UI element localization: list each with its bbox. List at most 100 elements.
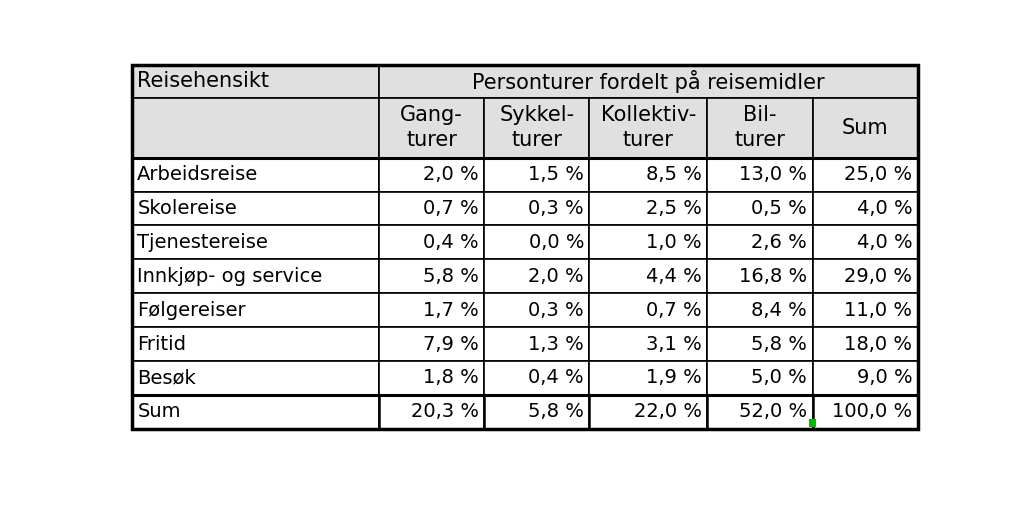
Text: 8,4 %: 8,4 % <box>752 301 807 319</box>
Text: 11,0 %: 11,0 % <box>845 301 912 319</box>
Text: 0,3 %: 0,3 % <box>528 301 584 319</box>
Text: 5,0 %: 5,0 % <box>752 369 807 388</box>
Bar <box>812 361 918 395</box>
Text: 9,0 %: 9,0 % <box>857 369 912 388</box>
Bar <box>590 98 708 158</box>
Text: 2,5 %: 2,5 % <box>646 199 701 218</box>
Text: Tjenestereise: Tjenestereise <box>137 233 268 252</box>
Text: 2,0 %: 2,0 % <box>528 267 584 286</box>
Text: Innkjøp- og service: Innkjøp- og service <box>137 267 323 286</box>
Bar <box>132 191 379 225</box>
Bar <box>132 327 379 361</box>
Text: 25,0 %: 25,0 % <box>844 165 912 184</box>
Text: Kollektiv-
turer: Kollektiv- turer <box>601 105 696 150</box>
Bar <box>484 260 590 293</box>
Text: Arbeidsreise: Arbeidsreise <box>137 165 258 184</box>
Bar <box>132 158 379 191</box>
Bar <box>379 395 484 429</box>
Bar <box>708 395 812 429</box>
Bar <box>708 225 812 260</box>
Text: 7,9 %: 7,9 % <box>423 334 479 353</box>
Text: Gang-
turer: Gang- turer <box>400 105 463 150</box>
Bar <box>484 361 590 395</box>
Bar <box>484 225 590 260</box>
Bar <box>708 260 812 293</box>
Bar <box>590 395 708 429</box>
Text: 2,6 %: 2,6 % <box>752 233 807 252</box>
Bar <box>590 293 708 327</box>
Text: 5,8 %: 5,8 % <box>752 334 807 353</box>
Bar <box>484 395 590 429</box>
Bar <box>812 158 918 191</box>
Bar <box>708 293 812 327</box>
Bar <box>708 191 812 225</box>
Bar <box>708 98 812 158</box>
Text: 1,8 %: 1,8 % <box>423 369 479 388</box>
Text: 1,9 %: 1,9 % <box>646 369 701 388</box>
Text: Sum: Sum <box>842 118 889 138</box>
Text: 0,4 %: 0,4 % <box>423 233 479 252</box>
Bar <box>484 158 590 191</box>
Bar <box>484 293 590 327</box>
Text: 0,7 %: 0,7 % <box>646 301 701 319</box>
Text: Sykkel-
turer: Sykkel- turer <box>500 105 574 150</box>
Text: 20,3 %: 20,3 % <box>411 402 479 421</box>
Text: 5,8 %: 5,8 % <box>528 402 584 421</box>
Text: 18,0 %: 18,0 % <box>845 334 912 353</box>
Bar <box>132 260 379 293</box>
Bar <box>379 191 484 225</box>
Text: Besøk: Besøk <box>137 369 196 388</box>
Text: 0,0 %: 0,0 % <box>528 233 584 252</box>
Bar <box>484 98 590 158</box>
Text: 1,0 %: 1,0 % <box>646 233 701 252</box>
Bar <box>809 419 816 427</box>
Text: Bil-
turer: Bil- turer <box>734 105 785 150</box>
Text: 0,3 %: 0,3 % <box>528 199 584 218</box>
Bar <box>379 158 484 191</box>
Bar <box>484 327 590 361</box>
Text: 8,5 %: 8,5 % <box>646 165 701 184</box>
Bar <box>812 191 918 225</box>
Text: 13,0 %: 13,0 % <box>739 165 807 184</box>
Bar <box>590 158 708 191</box>
Bar <box>379 225 484 260</box>
Text: 100,0 %: 100,0 % <box>833 402 912 421</box>
Bar <box>812 395 918 429</box>
Text: 4,0 %: 4,0 % <box>857 233 912 252</box>
Text: 2,0 %: 2,0 % <box>423 165 479 184</box>
Bar <box>590 225 708 260</box>
Bar <box>812 327 918 361</box>
Text: Fritid: Fritid <box>137 334 186 353</box>
Text: 52,0 %: 52,0 % <box>739 402 807 421</box>
Bar <box>484 191 590 225</box>
Text: 1,7 %: 1,7 % <box>423 301 479 319</box>
Text: Reisehensikt: Reisehensikt <box>137 72 269 92</box>
Text: 4,0 %: 4,0 % <box>857 199 912 218</box>
Bar <box>132 66 379 98</box>
Bar <box>590 191 708 225</box>
Bar <box>708 158 812 191</box>
Bar <box>812 293 918 327</box>
Text: 0,7 %: 0,7 % <box>423 199 479 218</box>
Bar <box>379 361 484 395</box>
Bar <box>590 327 708 361</box>
Bar <box>132 225 379 260</box>
Bar <box>132 361 379 395</box>
Text: 22,0 %: 22,0 % <box>634 402 701 421</box>
Text: Personturer fordelt på reisemidler: Personturer fordelt på reisemidler <box>472 70 824 93</box>
Bar <box>708 361 812 395</box>
Text: 3,1 %: 3,1 % <box>646 334 701 353</box>
Bar <box>132 395 379 429</box>
Bar <box>132 98 379 158</box>
Text: 1,3 %: 1,3 % <box>528 334 584 353</box>
Bar <box>379 98 484 158</box>
Text: 0,5 %: 0,5 % <box>752 199 807 218</box>
Text: 29,0 %: 29,0 % <box>845 267 912 286</box>
Text: Skolereise: Skolereise <box>137 199 237 218</box>
Bar <box>812 98 918 158</box>
Bar <box>379 293 484 327</box>
Bar <box>590 361 708 395</box>
Bar <box>590 260 708 293</box>
Bar <box>812 225 918 260</box>
Text: Følgereiser: Følgereiser <box>137 301 246 319</box>
